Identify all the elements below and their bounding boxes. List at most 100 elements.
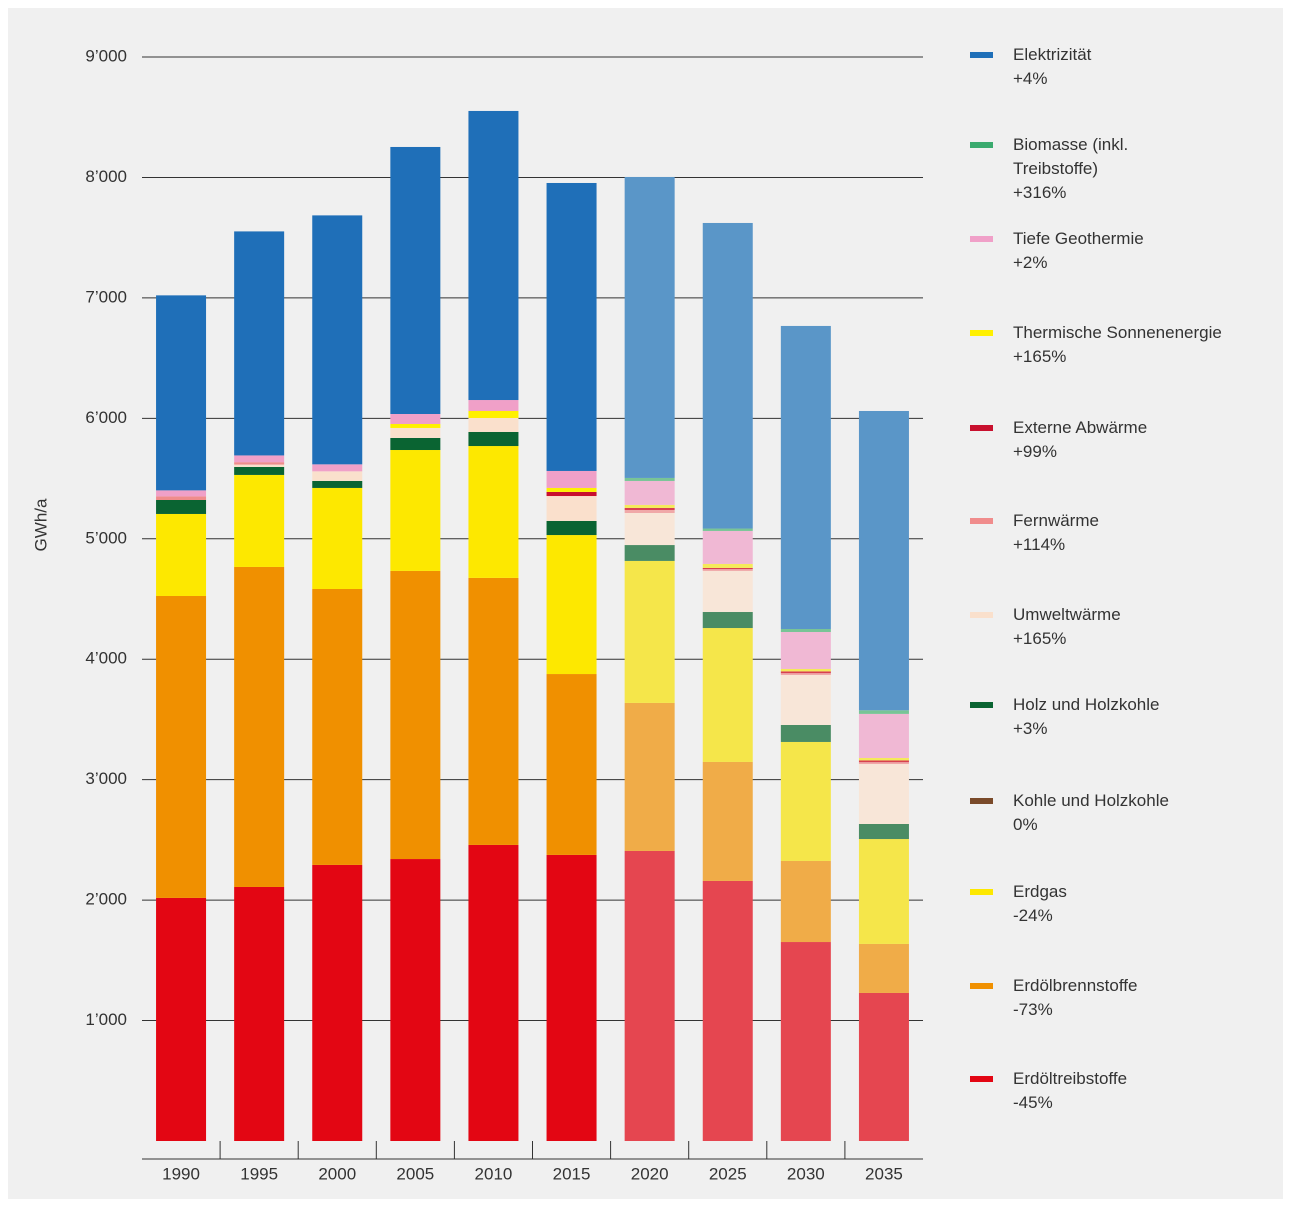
bar-segment — [390, 413, 441, 424]
legend-text: Externe Abwärme +99% — [1013, 416, 1283, 464]
bar-segment — [780, 675, 831, 725]
y-tick-label: 7’000 — [85, 287, 127, 306]
bar-segment — [858, 757, 909, 761]
legend-text: Thermische Sonnenenergie +165% — [1013, 321, 1283, 369]
bar-segment — [390, 859, 441, 1141]
legend-change: +4% — [1013, 69, 1048, 88]
legend-swatch — [970, 889, 993, 895]
bar-segment — [858, 762, 909, 765]
legend-swatch — [970, 236, 993, 242]
bar-segment — [702, 628, 753, 762]
bar-segment — [702, 563, 753, 568]
bar-segment — [234, 455, 285, 463]
bar-segment — [702, 567, 753, 570]
y-tick-label: 9’000 — [85, 46, 127, 65]
bar-segment — [780, 632, 831, 669]
bar-segment — [312, 864, 363, 1141]
bar-segment — [156, 295, 207, 491]
bar-segment — [468, 431, 519, 447]
legend-label: Kohle und Holzkohle — [1013, 791, 1169, 810]
legend-swatch — [970, 1076, 993, 1082]
legend-text: Holz und Holzkohle +3% — [1013, 693, 1283, 741]
bar-segment — [624, 504, 675, 508]
bar-segment — [546, 496, 597, 521]
bar-segment — [546, 535, 597, 675]
legend-change: +165% — [1013, 347, 1067, 366]
bar-segment — [390, 423, 441, 428]
bar-segment — [156, 490, 207, 497]
legend-change: +165% — [1013, 629, 1067, 648]
bar-segment — [624, 513, 675, 546]
bar-segment — [546, 487, 597, 492]
x-tick-label: 2005 — [396, 1164, 434, 1183]
legend-label: Fernwärme — [1013, 511, 1099, 530]
legend-label: Erdölbrennstoffe — [1013, 976, 1138, 995]
x-tick-label: 2015 — [553, 1164, 591, 1183]
x-tick-label: 1990 — [162, 1164, 200, 1183]
legend-swatch — [970, 702, 993, 708]
legend-swatch — [970, 330, 993, 336]
bar-segment — [780, 325, 831, 629]
bar-segment — [234, 231, 285, 456]
bar-segment — [546, 520, 597, 536]
bar-segment — [390, 570, 441, 860]
bar-segment — [624, 176, 675, 478]
bar-segment — [702, 530, 753, 564]
legend-label: Erdgas — [1013, 882, 1067, 901]
legend-change: -73% — [1013, 1000, 1053, 1019]
x-tick-label: 1995 — [240, 1164, 278, 1183]
bar-segment — [156, 496, 207, 500]
bar-segment — [780, 673, 831, 676]
bar-segment — [468, 577, 519, 845]
bar-segment — [156, 897, 207, 1141]
bar-segment — [858, 839, 909, 944]
legend-change: 0% — [1013, 815, 1038, 834]
bar-segment — [780, 741, 831, 861]
bar-segment — [858, 710, 909, 714]
bar-segment — [624, 477, 675, 481]
bar-segment — [468, 446, 519, 578]
bar-segment — [234, 566, 285, 887]
legend-swatch — [970, 425, 993, 431]
legend-label: Holz und Holzkohle — [1013, 695, 1160, 714]
legend-change: -45% — [1013, 1093, 1053, 1112]
bar-segment — [624, 560, 675, 703]
bar-segment — [468, 110, 519, 401]
bar-segment — [780, 724, 831, 742]
y-axis-label: GWh/a — [31, 498, 50, 551]
bar-segment — [234, 464, 285, 467]
bar-segment — [156, 513, 207, 596]
bar-segment — [702, 761, 753, 881]
legend-label: Elektrizität — [1013, 45, 1092, 64]
x-tick-label: 2000 — [318, 1164, 356, 1183]
legend-label: Tiefe Geothermie — [1013, 229, 1144, 248]
bar-segment — [858, 713, 909, 758]
legend-change: +2% — [1013, 253, 1048, 272]
y-tick-label: 3’000 — [85, 769, 127, 788]
legend-text: Erdgas -24% — [1013, 880, 1283, 928]
bar-segment — [390, 437, 441, 451]
bar-segment — [312, 487, 363, 590]
bar-segment — [546, 674, 597, 855]
y-tick-label: 5’000 — [85, 528, 127, 547]
bar-segment — [624, 480, 675, 505]
bar-segment — [156, 499, 207, 514]
bar-segment — [312, 471, 363, 481]
bar-segment — [858, 992, 909, 1141]
y-tick-label: 1’000 — [85, 1010, 127, 1029]
legend-swatch — [970, 52, 993, 58]
legend-label: Externe Abwärme — [1013, 418, 1148, 437]
bar-segment — [702, 570, 753, 613]
legend-text: Kohle und Holzkohle 0% — [1013, 789, 1283, 837]
bar-segment — [546, 182, 597, 471]
bar-segment — [468, 410, 519, 418]
legend-change: -24% — [1013, 906, 1053, 925]
bar-segment — [858, 410, 909, 711]
x-tick-label: 2010 — [475, 1164, 513, 1183]
bar-segment — [234, 466, 285, 475]
bar-segment — [624, 509, 675, 514]
bar-segment — [702, 222, 753, 529]
bar-segment — [702, 880, 753, 1141]
bar-segment — [780, 942, 831, 1141]
